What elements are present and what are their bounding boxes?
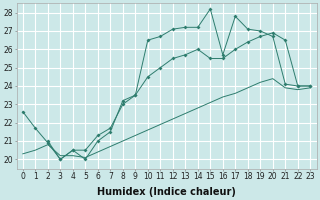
X-axis label: Humidex (Indice chaleur): Humidex (Indice chaleur) (97, 187, 236, 197)
